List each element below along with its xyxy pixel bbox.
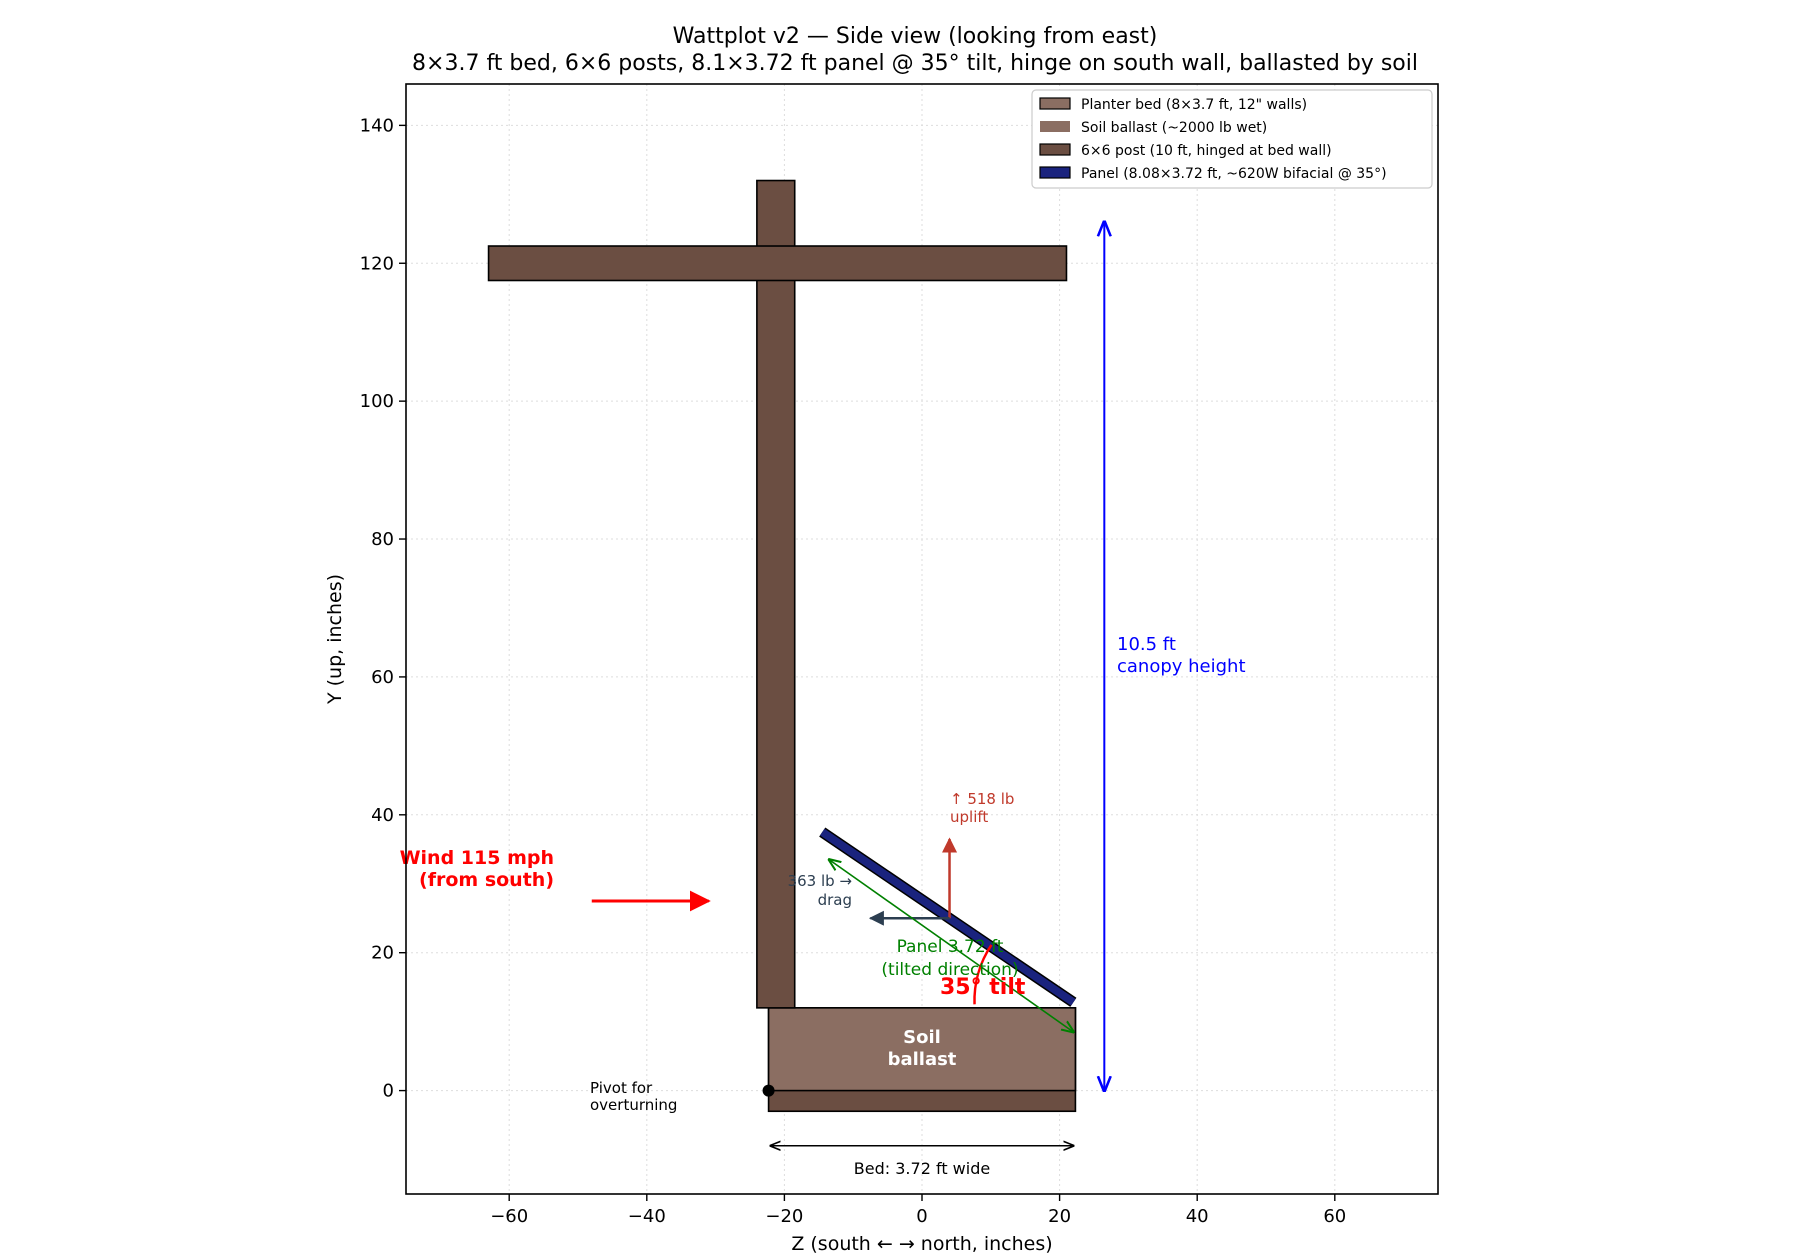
x-tick-label: 40 (1186, 1206, 1209, 1227)
y-tick-label: 100 (360, 391, 394, 412)
y-axis-label: Y (up, inches) (324, 574, 346, 705)
figure-title-line2: 8×3.7 ft bed, 6×6 posts, 8.1×3.72 ft pan… (412, 51, 1418, 76)
post-vertical (756, 179, 796, 1009)
legend-swatch-bed (1039, 97, 1071, 110)
legend-swatch-soil (1040, 121, 1070, 132)
pivot-point (762, 1084, 775, 1097)
pivot-label-line2: overturning (590, 1096, 677, 1114)
legend: Planter bed (8×3.7 ft, 12" walls) Soil b… (1031, 89, 1433, 189)
x-axis-ticks: −60 −40 −20 0 20 40 60 (490, 1194, 1346, 1227)
wind-label-line2: (from south) (419, 869, 554, 891)
tilt-angle-label: 35° tilt (940, 975, 1026, 1000)
x-tick-label: −20 (765, 1206, 803, 1227)
legend-label-soil: Soil ballast (~2000 lb wet) (1081, 120, 1267, 136)
y-tick-label: 0 (383, 1081, 394, 1102)
legend-label-bed: Planter bed (8×3.7 ft, 12" walls) (1081, 97, 1307, 113)
legend-swatch-post (1039, 143, 1071, 156)
panel-length-arrow (829, 860, 1073, 1032)
x-axis-label: Z (south ← → north, inches) (791, 1233, 1052, 1255)
soil-label-line2: ballast (888, 1049, 957, 1070)
figure-title-line1: Wattplot v2 — Side view (looking from ea… (673, 24, 1158, 49)
y-tick-label: 20 (371, 943, 394, 964)
x-tick-label: −60 (490, 1206, 528, 1227)
plot-scene (487, 179, 1105, 1146)
y-axis-ticks: 0 20 40 60 80 100 120 140 (360, 115, 406, 1102)
pivot-label-line1: Pivot for (590, 1079, 653, 1097)
soil-label-line1: Soil (903, 1027, 941, 1048)
uplift-label-line1: ↑ 518 lb (950, 790, 1014, 808)
y-tick-label: 120 (360, 253, 394, 274)
canopy-height-label-line1: 10.5 ft (1117, 634, 1176, 655)
legend-swatch-panel (1039, 166, 1071, 179)
tilt-angle-arc (973, 944, 993, 1005)
x-tick-label: 60 (1323, 1206, 1346, 1227)
drag-label-line2: drag (818, 891, 852, 909)
canopy-height-label-line2: canopy height (1117, 656, 1246, 677)
y-tick-label: 60 (371, 667, 394, 688)
y-tick-label: 80 (371, 529, 394, 550)
x-tick-label: 20 (1048, 1206, 1071, 1227)
legend-label-post: 6×6 post (10 ft, hinged at bed wall) (1081, 143, 1332, 159)
x-tick-label: 0 (916, 1206, 927, 1227)
panel-length-label-line1: Panel 3.72 ft (897, 937, 1004, 957)
panel-length-label-line2: (tilted direction) (881, 960, 1018, 980)
uplift-label-line2: uplift (950, 808, 988, 826)
drag-label-line1: 363 lb → (788, 872, 852, 890)
y-tick-label: 40 (371, 805, 394, 826)
bed-width-label: Bed: 3.72 ft wide (854, 1159, 990, 1178)
legend-label-panel: Panel (8.08×3.72 ft, ~620W bifacial @ 35… (1081, 166, 1387, 182)
wind-label-line1: Wind 115 mph (400, 847, 554, 869)
legend-frame (1031, 89, 1433, 189)
post-crossbeam (487, 245, 1068, 282)
y-tick-label: 140 (360, 115, 394, 136)
x-tick-label: −40 (628, 1206, 666, 1227)
